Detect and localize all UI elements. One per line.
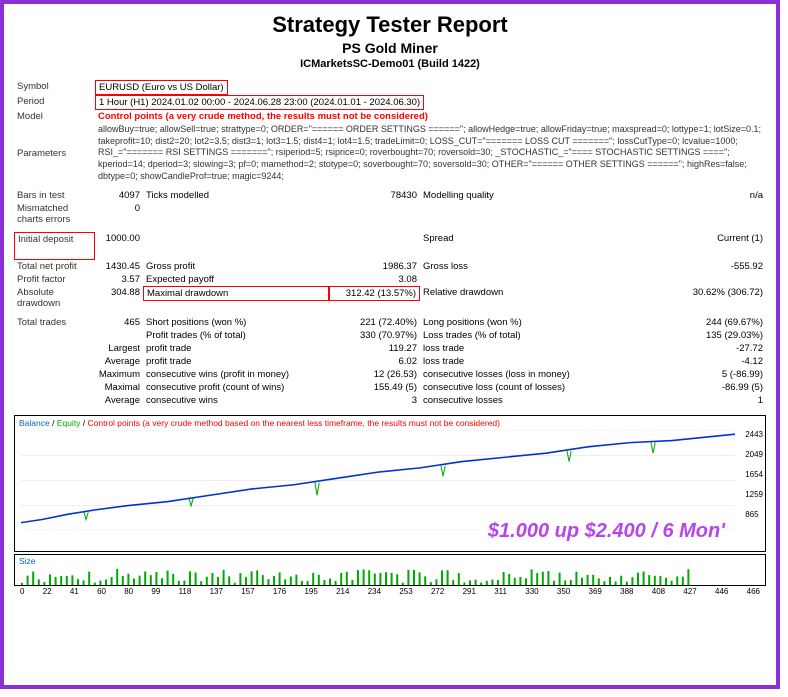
grossloss-label: Gross loss	[420, 260, 626, 273]
ticks-label: Ticks modelled	[143, 189, 329, 202]
chart-y-labels: 2443 2049 1654 1259 865	[745, 430, 763, 530]
chart-annotation: $1.000 up $2.400 / 6 Mon'	[488, 520, 725, 543]
deposit-v1: 1000.00	[95, 232, 143, 260]
largest-v3: -27.72	[626, 342, 766, 355]
bars-v1: 4097	[95, 189, 143, 202]
maxcw-l2: consecutive wins (profit in money)	[143, 368, 329, 381]
maxdd-label: Maximal drawdown	[143, 286, 329, 301]
pt-label: Profit trades (% of total)	[143, 329, 329, 342]
avgcw-v3: 1	[626, 394, 766, 407]
size-bars-svg	[21, 567, 701, 585]
avgcw-v2: 3	[329, 394, 420, 407]
bars-label: Bars in test	[14, 189, 95, 202]
avgcw-l3: consecutive losses	[420, 394, 626, 407]
legend-control: Control points (a very crude method base…	[88, 418, 500, 428]
grossprofit-label: Gross profit	[143, 260, 329, 273]
ep-label: Expected payoff	[143, 273, 329, 286]
deposit-label: Initial deposit	[14, 232, 95, 260]
long-label: Long positions (won %)	[420, 316, 626, 329]
average-l1: Average	[95, 355, 143, 368]
quality-label: Modelling quality	[420, 189, 626, 202]
trades-label: Total trades	[14, 316, 95, 329]
pf-label: Profit factor	[14, 273, 95, 286]
dd-v1: 304.88	[95, 286, 143, 310]
short-value: 221 (72.40%)	[329, 316, 420, 329]
lt-label: Loss trades (% of total)	[420, 329, 626, 342]
maxcw-v3: 5 (-86.99)	[626, 368, 766, 381]
largest-l1: Largest	[95, 342, 143, 355]
model-label: Model	[14, 110, 95, 123]
average-l2: profit trade	[143, 355, 329, 368]
lt-value: 135 (29.03%)	[626, 329, 766, 342]
maxcp-l2: consecutive profit (count of wins)	[143, 381, 329, 394]
dd-label: Absolute drawdown	[14, 286, 95, 310]
mismatch-v1: 0	[95, 202, 143, 226]
average-l3: loss trade	[420, 355, 626, 368]
size-chart: Size	[14, 554, 766, 586]
grossloss-value: -555.92	[626, 260, 766, 273]
maxcp-l1: Maximal	[95, 381, 143, 394]
report-title: Strategy Tester Report	[14, 12, 766, 38]
maxcw-v2: 12 (26.53)	[329, 368, 420, 381]
equity-line	[84, 443, 655, 520]
netprofit-label: Total net profit	[14, 260, 95, 273]
maxdd-value: 312.42 (13.57%)	[329, 286, 420, 301]
symbol-label: Symbol	[14, 80, 95, 95]
legend-equity: Equity	[57, 418, 81, 428]
short-label: Short positions (won %)	[143, 316, 329, 329]
maxcw-l3: consecutive losses (loss in money)	[420, 368, 626, 381]
largest-l3: loss trade	[420, 342, 626, 355]
build-info: ICMarketsSC-Demo01 (Build 1422)	[14, 58, 766, 70]
average-v3: -4.12	[626, 355, 766, 368]
grossprofit-value: 1986.37	[329, 260, 420, 273]
symbol-value: EURUSD (Euro vs US Dollar)	[95, 80, 228, 95]
largest-l2: profit trade	[143, 342, 329, 355]
spread-value: Current (1)	[626, 232, 766, 260]
maxcp-v2: 155.49 (5)	[329, 381, 420, 394]
period-value: 1 Hour (H1) 2024.01.02 00:00 - 2024.06.2…	[95, 95, 424, 110]
trades-v1: 465	[95, 316, 143, 329]
size-label: Size	[15, 555, 765, 567]
maxcp-v3: -86.99 (5)	[626, 381, 766, 394]
average-v2: 6.02	[329, 355, 420, 368]
ticks-value: 78430	[329, 189, 420, 202]
avgcw-l2: consecutive wins	[143, 394, 329, 407]
pt-value: 330 (70.97%)	[329, 329, 420, 342]
avgcw-l1: Average	[95, 394, 143, 407]
netprofit-v1: 1430.45	[95, 260, 143, 273]
balance-line	[21, 435, 735, 523]
params-value: allowBuy=true; allowSell=true; strattype…	[95, 123, 766, 183]
period-label: Period	[14, 95, 95, 110]
legend-balance: Balance	[19, 418, 50, 428]
reldd-label: Relative drawdown	[420, 286, 626, 310]
balance-chart: Balance / Equity / Control points (a ver…	[14, 415, 766, 552]
chart-svg	[21, 430, 735, 530]
quality-value: n/a	[626, 189, 766, 202]
ep-value: 3.08	[329, 273, 420, 286]
x-axis-labels: 0224160809911813715717619521423425327229…	[14, 587, 766, 596]
spread-label: Spread	[420, 232, 626, 260]
maxcw-l1: Maximum	[95, 368, 143, 381]
maxcp-l3: consecutive loss (count of losses)	[420, 381, 626, 394]
params-label: Parameters	[14, 123, 95, 183]
reldd-value: 30.62% (306.72)	[626, 286, 766, 310]
model-value: Control points (a very crude method, the…	[95, 110, 766, 123]
long-value: 244 (69.67%)	[626, 316, 766, 329]
strategy-name: PS Gold Miner	[14, 40, 766, 56]
mismatch-label: Mismatched charts errors	[14, 202, 95, 226]
pf-v1: 3.57	[95, 273, 143, 286]
report-table: Symbol EURUSD (Euro vs US Dollar) Period…	[14, 80, 766, 407]
largest-v2: 119.27	[329, 342, 420, 355]
